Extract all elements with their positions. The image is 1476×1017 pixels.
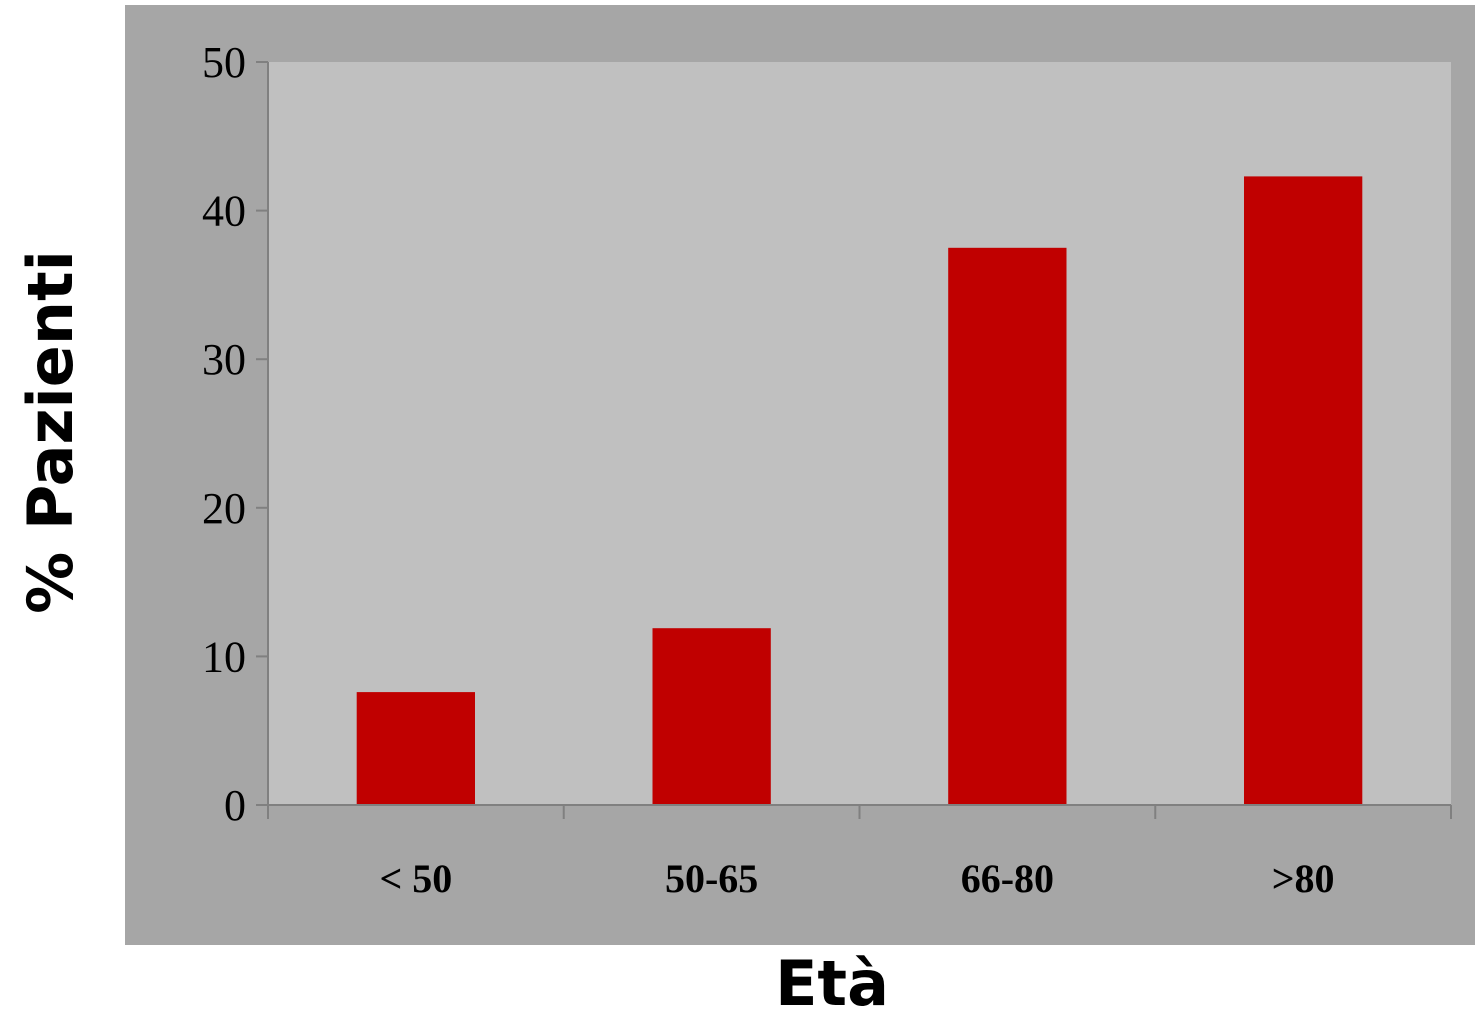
x-category-label: >80 xyxy=(1272,856,1335,901)
y-tick-label: 50 xyxy=(202,38,246,87)
x-category-label: < 50 xyxy=(379,856,452,901)
bars-group xyxy=(356,176,1363,806)
bar-4 xyxy=(1244,176,1363,805)
x-axis-title: Età xyxy=(775,947,889,1017)
y-tick-label: 10 xyxy=(202,632,246,681)
y-tick-label: 30 xyxy=(202,335,246,384)
bar-1 xyxy=(356,692,475,805)
y-tick-label: 40 xyxy=(202,187,246,236)
bar-2 xyxy=(652,628,771,805)
y-ticks-group: 0 10 20 30 40 50 xyxy=(202,38,268,830)
bar-3 xyxy=(948,247,1067,806)
y-tick-label: 0 xyxy=(224,781,246,830)
y-tick-label: 20 xyxy=(202,484,246,533)
x-category-label: 66-80 xyxy=(961,856,1054,901)
x-category-label: 50-65 xyxy=(665,856,758,901)
y-axis-title: % Pazienti xyxy=(14,250,87,614)
x-ticks-group: < 50 50-65 66-80 >80 xyxy=(267,805,1452,901)
